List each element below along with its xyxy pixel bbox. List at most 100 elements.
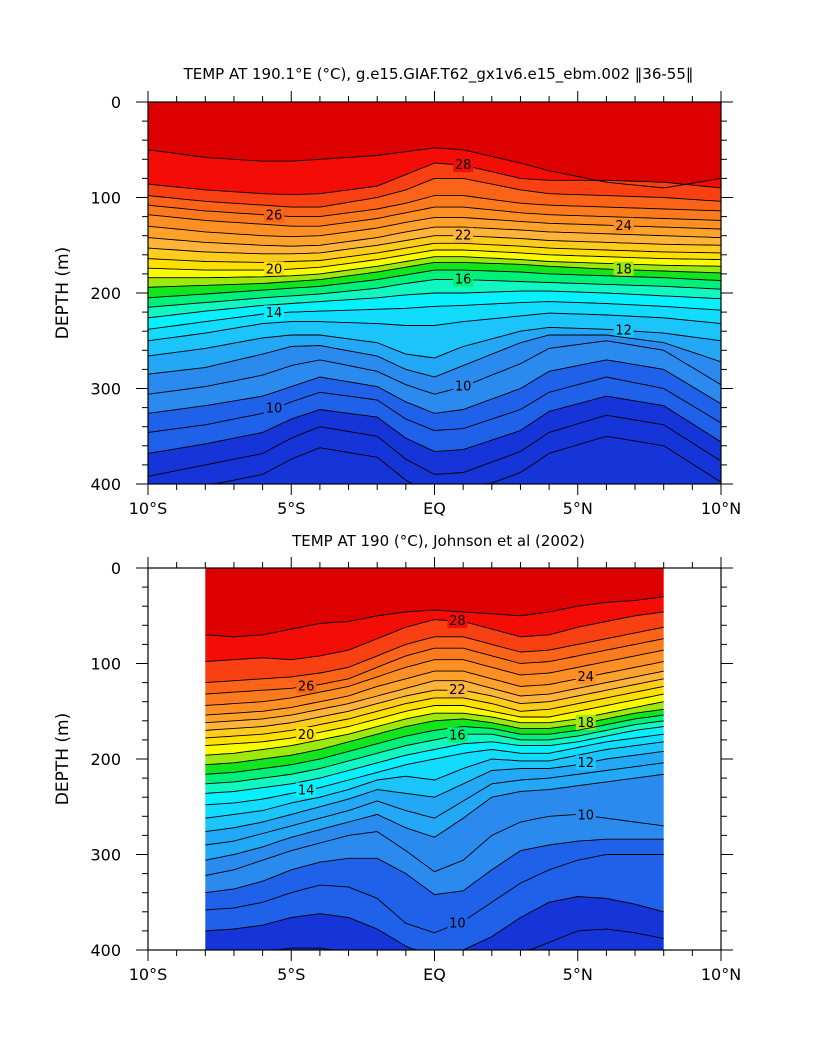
contour-line xyxy=(205,611,664,663)
contour-line xyxy=(205,649,664,706)
contour-lines: 28 26 24 22 20 18 16 14 12 10 10 xyxy=(205,596,664,950)
contour-label: 16 xyxy=(449,728,466,743)
contour-line xyxy=(205,693,664,747)
contour-label: 22 xyxy=(449,683,466,698)
temperature-band xyxy=(205,854,664,950)
temperature-band xyxy=(205,929,664,950)
contour-line xyxy=(148,226,721,247)
temperature-band xyxy=(205,720,664,794)
contour-line xyxy=(148,249,721,271)
contour-line xyxy=(205,838,664,896)
temperature-band xyxy=(205,694,664,756)
temperature-band xyxy=(205,686,664,746)
contour-line xyxy=(205,773,664,861)
temperature-band xyxy=(148,102,721,188)
temperature-band xyxy=(148,163,721,208)
contour-label-bg xyxy=(575,807,596,823)
contour-line xyxy=(205,720,664,785)
contour-label: 24 xyxy=(615,219,632,234)
contour-line xyxy=(148,376,721,433)
contour-line xyxy=(148,359,721,414)
temperature-band xyxy=(205,741,664,832)
temperature-band xyxy=(205,701,664,765)
contour-label: 18 xyxy=(615,263,632,278)
contour-label: 12 xyxy=(577,756,594,771)
temperature-band xyxy=(205,638,664,706)
temperature-band xyxy=(148,270,721,308)
contour-line xyxy=(205,733,664,806)
temperature-band xyxy=(148,147,721,195)
contour-line xyxy=(148,334,721,378)
contour-label: 20 xyxy=(266,263,283,278)
y-tick-label: 400 xyxy=(90,941,121,960)
contour-line xyxy=(205,714,664,775)
contour-label: 10 xyxy=(455,380,472,395)
contour-lines: 28 26 24 22 20 18 16 14 12 10 10 xyxy=(148,147,721,484)
contour-line xyxy=(148,235,721,255)
contour-line xyxy=(205,685,664,739)
temperature-band xyxy=(205,709,664,775)
contour-label-bg xyxy=(613,217,634,233)
contour-label-bg xyxy=(453,378,474,394)
y-tick-label: 300 xyxy=(90,846,121,865)
chart-title: TEMP AT 190 (°C), Johnson et al (2002) xyxy=(291,532,585,550)
x-tick-label: 5°N xyxy=(563,965,593,984)
contour-fills xyxy=(205,568,664,950)
contour-line xyxy=(148,242,721,263)
contour-line xyxy=(205,762,664,846)
y-tick-label: 0 xyxy=(111,559,121,578)
contour-label: 18 xyxy=(577,716,594,731)
contour-label-bg xyxy=(447,682,468,698)
contour-line xyxy=(205,596,664,638)
temperature-band xyxy=(205,596,664,662)
contour-label-bg xyxy=(613,322,634,338)
contour-line xyxy=(148,177,721,208)
temperature-band xyxy=(205,751,664,845)
y-tick-label: 100 xyxy=(90,655,121,674)
y-tick-label: 200 xyxy=(90,284,121,303)
temperature-band xyxy=(205,627,664,695)
temperature-band xyxy=(148,235,721,263)
contour-line xyxy=(148,312,721,342)
y-axis-label: DEPTH (m) xyxy=(53,713,73,805)
contour-line xyxy=(148,269,721,299)
temperature-band xyxy=(205,678,664,738)
x-tick-label: 10°N xyxy=(701,499,741,518)
temperature-band xyxy=(148,377,721,454)
contour-label-bg xyxy=(575,755,596,771)
contour-label-bg xyxy=(575,715,596,731)
temperature-band xyxy=(148,279,721,318)
contour-label-bg xyxy=(453,227,474,243)
contour-line xyxy=(148,414,721,477)
y-axis-label: DEPTH (m) xyxy=(53,247,73,339)
x-tick-label: EQ xyxy=(423,965,446,984)
contour-label-bg xyxy=(264,207,285,223)
contour-label: 26 xyxy=(266,208,283,223)
contour-line xyxy=(205,726,664,794)
temperature-band xyxy=(148,262,721,298)
contour-line xyxy=(148,147,721,189)
temperature-band xyxy=(205,715,664,784)
contour-line xyxy=(205,678,664,731)
temperature-band xyxy=(205,671,664,731)
contour-line xyxy=(148,279,721,308)
contour-label-bg xyxy=(296,782,317,798)
temperature-band xyxy=(205,568,664,637)
contour-label: 10 xyxy=(266,402,283,417)
temperature-band xyxy=(205,774,664,876)
temperature-band xyxy=(148,415,721,484)
x-tick-label: 5°S xyxy=(277,499,305,518)
temperature-band xyxy=(148,250,721,278)
contour-label: 24 xyxy=(577,670,594,685)
contour-label: 10 xyxy=(577,808,594,823)
y-tick-label: 400 xyxy=(90,475,121,494)
contour-label-bg xyxy=(264,261,285,277)
y-tick-label: 300 xyxy=(90,380,121,399)
temperature-band xyxy=(148,301,721,341)
contour-label: 12 xyxy=(615,323,632,338)
contour-line xyxy=(148,301,721,330)
temperature-band xyxy=(205,839,664,933)
temperature-band xyxy=(148,335,721,395)
temperature-band xyxy=(148,207,721,237)
contour-label: 28 xyxy=(455,158,472,173)
